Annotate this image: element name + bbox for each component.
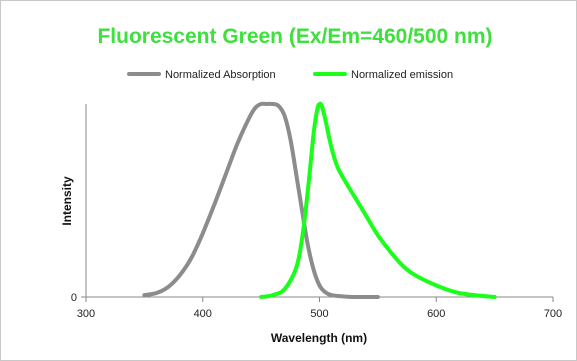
y-tick-label: 0 — [71, 292, 77, 304]
x-tick-label: 700 — [544, 308, 562, 320]
emission-line — [259, 101, 497, 299]
chart-title: Fluorescent Green (Ex/Em=460/500 nm) — [97, 25, 492, 48]
legend-label-emission-line: Normalized emission — [351, 69, 453, 81]
legend: Normalized Absorption Normalized emission — [127, 69, 453, 81]
series-layer — [142, 101, 497, 300]
x-tick-label: 400 — [194, 308, 212, 320]
x-axis-label: Wavelength (nm) — [271, 331, 367, 345]
x-tick-label: 600 — [427, 308, 445, 320]
legend-label-absorption-line: Normalized Absorption — [165, 69, 276, 81]
x-tick-label: 300 — [77, 308, 95, 320]
axes: 300 400 500 600 700 0 — [71, 104, 562, 320]
y-axis-label: Intensity — [60, 176, 74, 226]
absorption-line — [142, 101, 380, 300]
x-tick-label: 500 — [310, 308, 328, 320]
